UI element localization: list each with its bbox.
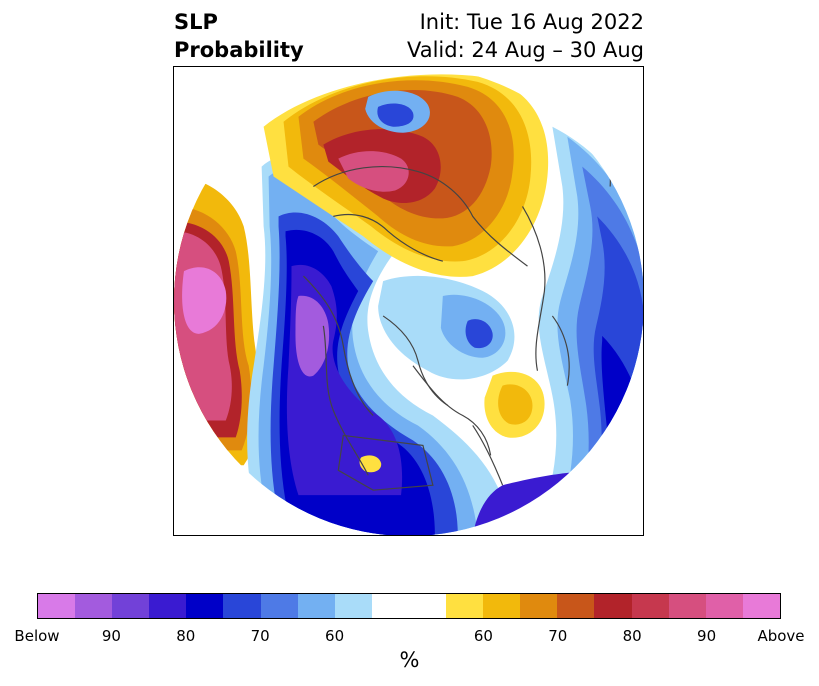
probability-field (174, 67, 643, 535)
coastlines (303, 86, 611, 491)
colorbar-swatch (705, 594, 743, 618)
colorbar-swatch (446, 594, 484, 618)
colorbar-tick-label: 90 (697, 627, 717, 645)
colorbar-swatch (371, 594, 409, 618)
colorbar-swatch (75, 594, 113, 618)
colorbar-swatch (631, 594, 669, 618)
colorbar-tick-label: 80 (176, 627, 196, 645)
colorbar-tick-label: Above (757, 627, 805, 645)
colorbar-tick-label: 60 (473, 627, 493, 645)
contour-fill (174, 67, 643, 535)
colorbar-swatch (260, 594, 298, 618)
colorbar-swatch (186, 594, 224, 618)
title-left: SLP Probability (174, 8, 304, 64)
colorbar-tick-label: 80 (622, 627, 642, 645)
colorbar-swatch (668, 594, 706, 618)
colorbar-tick-label: 70 (250, 627, 270, 645)
colorbar-tick-label: 60 (325, 627, 345, 645)
colorbar-swatch (557, 594, 595, 618)
atlantic-below-90 (597, 335, 643, 535)
colorbar-swatch (112, 594, 150, 618)
colorbar-labels: Below 90 80 70 60 60 70 80 90 Above (0, 627, 819, 647)
polar-map (173, 66, 644, 536)
pacific-above-core (182, 267, 227, 334)
colorbar-swatch (149, 594, 187, 618)
title-variable: SLP (174, 10, 218, 34)
na-below-core (295, 295, 330, 377)
colorbar-swatch (520, 594, 558, 618)
eurasia-above-core (338, 151, 409, 192)
atlantic-above-core (498, 384, 533, 425)
arctic-below-core (465, 319, 493, 349)
colorbar-swatch (38, 594, 76, 618)
colorbar-unit: % (399, 648, 420, 672)
colorbar-tick-label: Below (14, 627, 60, 645)
title-right: Init: Tue 16 Aug 2022 Valid: 24 Aug – 30… (407, 8, 644, 64)
colorbar-swatch (742, 594, 780, 618)
colorbar-swatch (334, 594, 372, 618)
colorbar-swatch (223, 594, 261, 618)
init-date: Init: Tue 16 Aug 2022 (419, 10, 644, 34)
colorbar-tick-label: 90 (101, 627, 121, 645)
colorbar-swatch (408, 594, 447, 618)
colorbar (37, 593, 781, 619)
colorbar-swatch (594, 594, 632, 618)
colorbar-tick-label: 70 (548, 627, 568, 645)
colorbar-swatch (297, 594, 335, 618)
eurasia-below-cell-core (377, 103, 414, 127)
colorbar-swatch (483, 594, 521, 618)
valid-range: Valid: 24 Aug – 30 Aug (406, 38, 644, 62)
title-product: Probability (174, 38, 304, 62)
